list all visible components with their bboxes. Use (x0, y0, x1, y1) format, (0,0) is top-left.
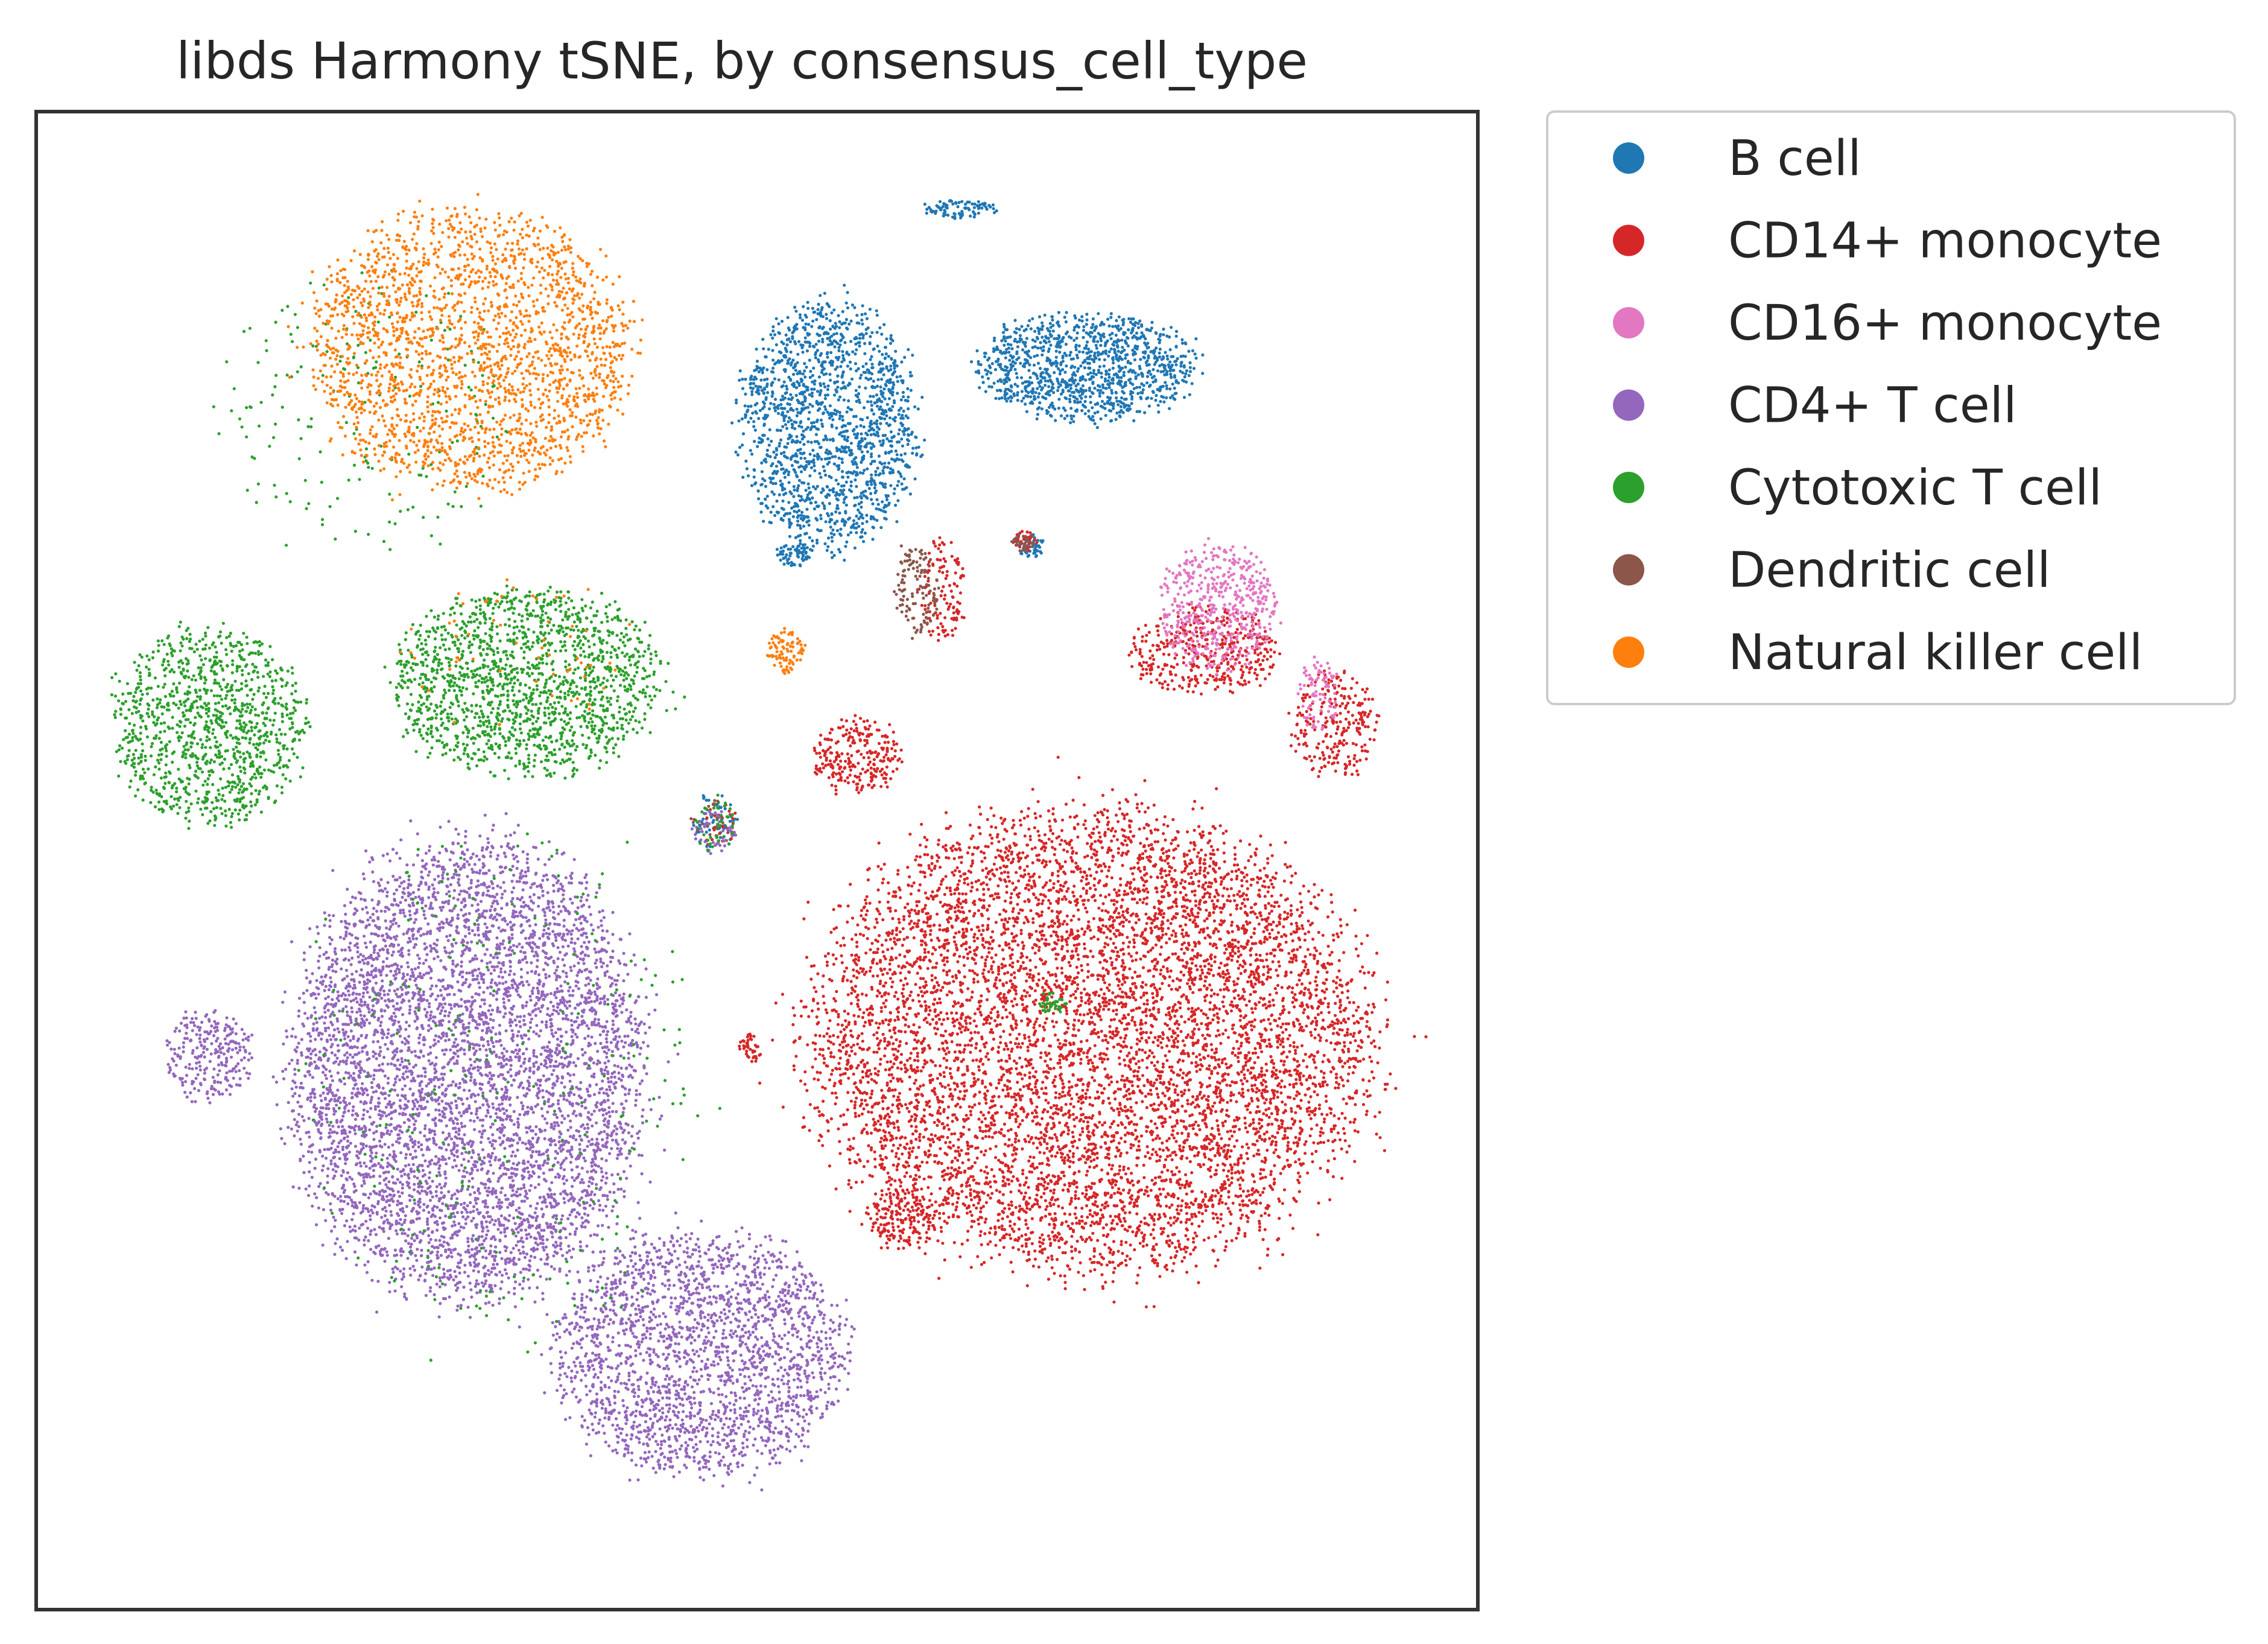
series-dendritic-cell (689, 533, 1035, 846)
legend-frame (1546, 110, 2236, 705)
scatter-points-b-cell (692, 198, 1205, 853)
legend-marker-cytotoxic-t-cell (1613, 472, 1644, 503)
legend: B cell CD14+ monocyte CD16+ monocyte CD4+ T… (1546, 110, 2236, 705)
legend-marker-cd4-t-cell (1613, 389, 1644, 421)
scatter-points (110, 192, 1428, 1492)
series-cd4-t-cell (165, 807, 856, 1492)
legend-marker-dendritic-cell (1613, 554, 1644, 586)
scatter-points-dendritic-cell (689, 533, 1035, 846)
legend-label-dendritic-cell: Dendritic cell (1728, 542, 2051, 599)
legend-label-b-cell: B cell (1728, 130, 1861, 187)
scatter-points-cd14-monocyte (705, 530, 1428, 1309)
plot-area-frame (34, 110, 1480, 1611)
legend-marker-cd14-monocyte (1613, 224, 1644, 256)
legend-label-natural-killer-cell: Natural killer cell (1728, 624, 2143, 681)
legend-label-cytotoxic-t-cell: Cytotoxic T cell (1728, 460, 2102, 516)
series-b-cell (692, 198, 1205, 853)
legend-label-cd14-monocyte: CD14+ monocyte (1728, 213, 2162, 270)
scatter-points-cd16-monocyte (1159, 537, 1338, 731)
series-natural-killer-cell (287, 192, 807, 726)
legend-label-cd16-monocyte: CD16+ monocyte (1728, 295, 2162, 352)
series-cd14-monocyte (705, 530, 1428, 1309)
chart-title: libds Harmony tSNE, by consensus_cell_ty… (176, 31, 1308, 90)
legend-entries: B cell CD14+ monocyte CD16+ monocyte CD4+ T… (1613, 130, 2162, 681)
legend-label-cd4-t-cell: CD4+ T cell (1728, 378, 2017, 434)
legend-marker-b-cell (1613, 142, 1644, 174)
legend-marker-cd16-monocyte (1613, 307, 1644, 338)
scatter-points-natural-killer-cell (287, 192, 807, 726)
series-cd16-monocyte (1159, 537, 1338, 731)
legend-marker-natural-killer-cell (1613, 636, 1644, 668)
scatter-points-cd4-t-cell (165, 807, 856, 1492)
